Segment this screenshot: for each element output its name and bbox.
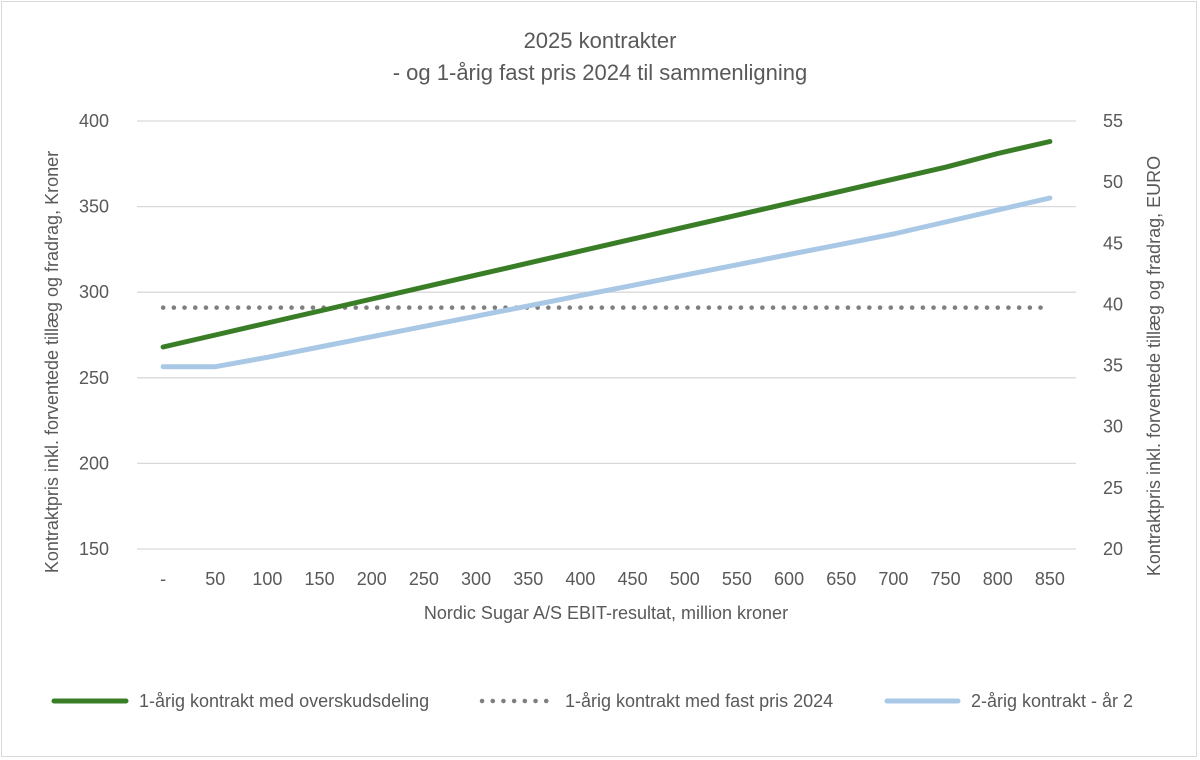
x-tick-label: 300	[461, 569, 491, 589]
y-axis-label: Kontraktpris inkl. forventede tillæg og …	[42, 151, 62, 573]
series-line-3	[160, 195, 1053, 370]
y-tick-label: 200	[79, 453, 109, 473]
legend-label-3: 2-årig kontrakt - år 2	[971, 691, 1133, 711]
y-tick-label: 250	[79, 368, 109, 388]
x-tick-label: 750	[931, 569, 961, 589]
y2-axis-ticks: 20 25 30 35 40 45 50 55	[1103, 111, 1123, 559]
x-tick-label: 400	[565, 569, 595, 589]
y2-axis-label: Kontraktpris inkl. forventede tillæg og …	[1144, 156, 1164, 576]
x-axis-label: Nordic Sugar A/S EBIT-resultat, million …	[424, 603, 788, 623]
x-tick-label: 450	[618, 569, 648, 589]
x-tick-label: 650	[826, 569, 856, 589]
x-tick-label: 600	[774, 569, 804, 589]
x-tick-label: 100	[252, 569, 282, 589]
chart-subtitle: - og 1-årig fast pris 2024 til sammenlig…	[393, 60, 808, 85]
y2-tick-label: 40	[1103, 294, 1123, 314]
y2-tick-label: 50	[1103, 172, 1123, 192]
y-tick-label: 350	[79, 197, 109, 217]
y-axis-ticks: 150 200 250 300 350 400	[79, 111, 109, 559]
y2-tick-label: 20	[1103, 539, 1123, 559]
y-tick-label: 150	[79, 539, 109, 559]
legend-label-1: 1-årig kontrakt med overskudsdeling	[139, 691, 429, 711]
x-tick-label: 500	[670, 569, 700, 589]
series-lines	[160, 139, 1053, 370]
x-tick-label: 700	[878, 569, 908, 589]
x-tick-label: 350	[513, 569, 543, 589]
x-tick-label: 150	[305, 569, 335, 589]
x-tick-label: 200	[357, 569, 387, 589]
legend: 1-årig kontrakt med overskudsdeling 1-åri…	[51, 691, 1133, 711]
x-tick-label: -	[160, 569, 166, 589]
x-tick-label: 50	[205, 569, 225, 589]
y2-tick-label: 30	[1103, 417, 1123, 437]
y-tick-label: 400	[79, 111, 109, 131]
series-line-1	[160, 139, 1053, 350]
chart-title: 2025 kontrakter	[524, 28, 677, 53]
y-tick-label: 300	[79, 282, 109, 302]
y2-tick-label: 55	[1103, 111, 1123, 131]
y2-tick-label: 45	[1103, 233, 1123, 253]
x-tick-label: 850	[1035, 569, 1065, 589]
x-axis-ticks: - 50 100 150 200 250 300 350 400 450 500 550 600 650 7…	[160, 569, 1065, 589]
y2-tick-label: 35	[1103, 356, 1123, 376]
y2-tick-label: 25	[1103, 478, 1123, 498]
gridlines	[137, 120, 1076, 550]
x-tick-label: 550	[722, 569, 752, 589]
legend-label-2: 1-årig kontrakt med fast pris 2024	[565, 691, 833, 711]
x-tick-label: 800	[983, 569, 1013, 589]
x-tick-label: 250	[409, 569, 439, 589]
